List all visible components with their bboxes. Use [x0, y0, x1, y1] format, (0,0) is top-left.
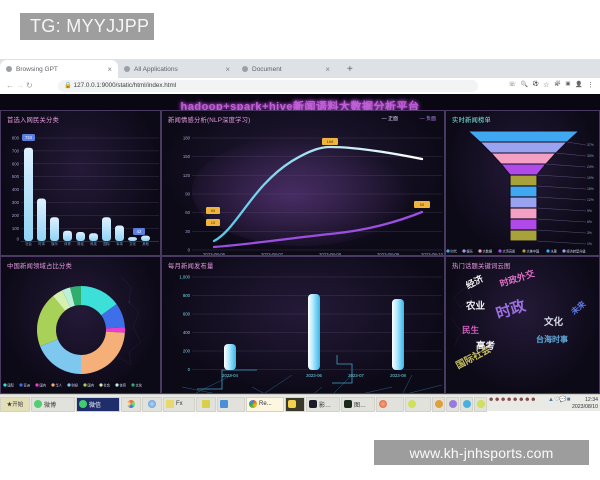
svg-text:37%: 37% — [587, 143, 594, 147]
svg-text:15: 15 — [211, 220, 216, 225]
svg-text:2023-06: 2023-06 — [306, 373, 322, 378]
svg-text:90: 90 — [185, 192, 190, 197]
svg-text:168: 168 — [327, 139, 334, 144]
svg-text:1,000: 1,000 — [179, 275, 190, 280]
svg-text:大湾高质: 大湾高质 — [503, 249, 517, 254]
svg-text:1%: 1% — [587, 242, 592, 246]
svg-text:军事: 军事 — [116, 241, 123, 246]
svg-text:财经: 财经 — [77, 241, 84, 246]
svg-text:国际: 国际 — [103, 241, 110, 246]
svg-text:经济: 经济 — [464, 272, 486, 291]
svg-text:6%: 6% — [587, 220, 592, 224]
svg-text:民生: 民生 — [462, 325, 480, 335]
svg-text:大数据: 大数据 — [483, 249, 493, 254]
svg-text:180: 180 — [183, 136, 191, 141]
svg-text:国际: 国际 — [8, 383, 15, 388]
svg-text:300: 300 — [12, 200, 20, 205]
svg-text:文化: 文化 — [543, 316, 564, 328]
svg-text:600: 600 — [183, 312, 191, 317]
svg-text:大美中国: 大美中国 — [527, 249, 540, 254]
svg-text:其他: 其他 — [142, 241, 149, 246]
svg-text:文化: 文化 — [136, 383, 143, 388]
svg-text:华人: 华人 — [56, 383, 63, 388]
svg-text:时事: 时事 — [38, 241, 45, 246]
svg-text:400: 400 — [12, 187, 20, 192]
svg-text:科技: 科技 — [90, 241, 97, 246]
svg-text:9%: 9% — [587, 209, 592, 213]
svg-text:120: 120 — [183, 173, 191, 178]
svg-text:经济转型升级: 经济转型升级 — [567, 249, 587, 254]
svg-text:水果: 水果 — [551, 249, 558, 254]
svg-text:60: 60 — [185, 210, 190, 215]
svg-text:国际社会: 国际社会 — [454, 343, 494, 372]
svg-text:2023-07: 2023-07 — [348, 373, 364, 378]
svg-text:国内: 国内 — [88, 383, 95, 388]
svg-text:24%: 24% — [587, 165, 594, 169]
svg-text:19%: 19% — [587, 176, 594, 180]
svg-text:时代: 时代 — [451, 249, 458, 254]
svg-text:文化: 文化 — [129, 241, 136, 246]
svg-text:2023-04: 2023-04 — [222, 373, 238, 378]
svg-text:0: 0 — [188, 367, 191, 372]
svg-text:体育: 体育 — [120, 383, 127, 388]
svg-text:时政: 时政 — [494, 296, 529, 323]
svg-text:150: 150 — [183, 154, 191, 159]
svg-text:国内: 国内 — [40, 383, 47, 388]
svg-text:台海时事: 台海时事 — [536, 334, 568, 344]
svg-text:12%: 12% — [587, 198, 594, 202]
svg-text:体育: 体育 — [64, 241, 71, 246]
svg-text:3%: 3% — [587, 231, 592, 235]
svg-text:农业: 农业 — [465, 300, 486, 312]
svg-text:700: 700 — [12, 148, 20, 153]
svg-text:亚洲: 亚洲 — [24, 384, 31, 388]
svg-text:社会: 社会 — [104, 383, 111, 388]
svg-text:500: 500 — [12, 174, 20, 179]
svg-text:55: 55 — [420, 202, 425, 207]
svg-text:时政外交: 时政外交 — [498, 267, 536, 289]
svg-text:65: 65 — [211, 208, 216, 213]
svg-text:娱乐: 娱乐 — [467, 249, 474, 254]
svg-text:30%: 30% — [587, 154, 594, 158]
svg-text:400: 400 — [183, 330, 191, 335]
svg-text:娱乐: 娱乐 — [51, 241, 58, 246]
svg-text:42: 42 — [137, 229, 142, 234]
svg-text:800: 800 — [12, 136, 20, 141]
svg-text:财经: 财经 — [72, 383, 79, 388]
svg-text:社会: 社会 — [25, 241, 32, 246]
svg-text:0: 0 — [17, 237, 20, 242]
svg-text:200: 200 — [183, 349, 191, 354]
svg-text:15%: 15% — [587, 187, 594, 191]
svg-text:0: 0 — [188, 248, 191, 253]
svg-text:2023-08: 2023-08 — [390, 373, 406, 378]
svg-text:30: 30 — [185, 229, 190, 234]
svg-text:600: 600 — [12, 161, 20, 166]
svg-text:724: 724 — [25, 135, 33, 140]
svg-text:100: 100 — [12, 226, 20, 231]
svg-text:未来: 未来 — [568, 298, 588, 317]
svg-text:200: 200 — [12, 213, 20, 218]
svg-text:800: 800 — [183, 293, 191, 298]
